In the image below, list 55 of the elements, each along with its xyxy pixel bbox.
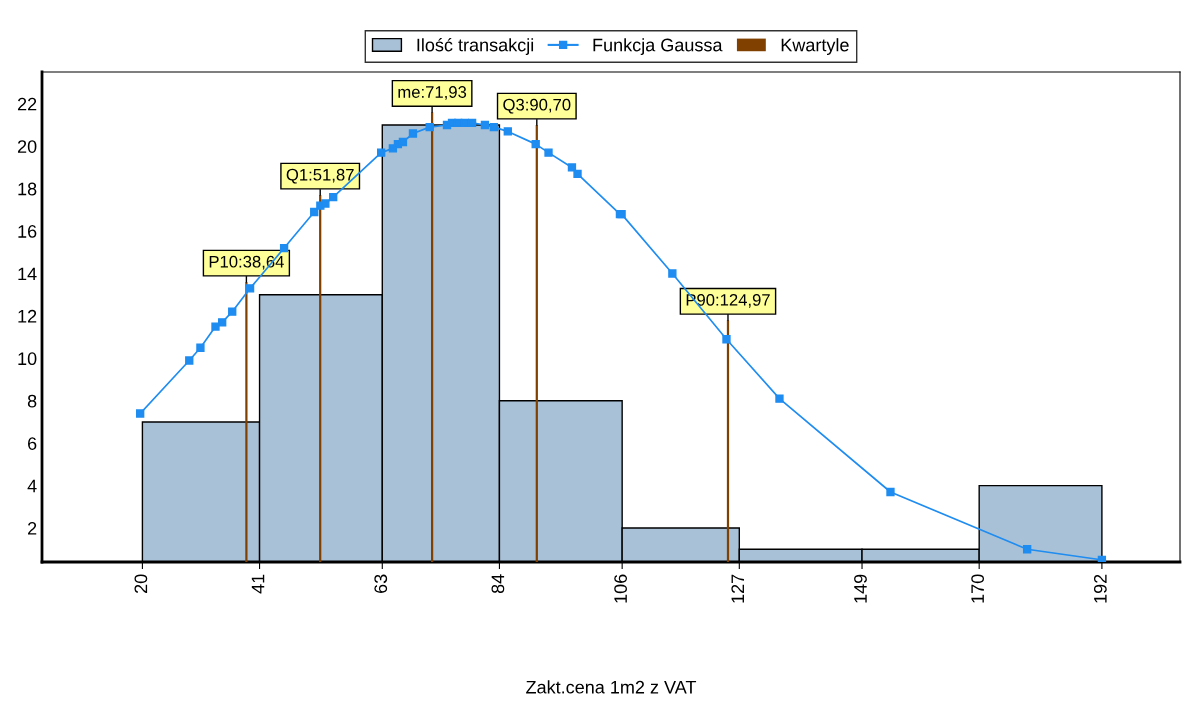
point (185, 356, 194, 365)
point (531, 139, 540, 149)
annotation: Q3:90,70 (503, 98, 571, 114)
y-tick-label: 8 (27, 394, 37, 408)
point (228, 307, 237, 316)
y-tick-label: 6 (28, 437, 37, 450)
point (1022, 545, 1032, 554)
point (279, 243, 289, 253)
point (321, 199, 330, 208)
x-tick-label: 63 (374, 574, 388, 593)
legend-label: Kwartyle (781, 38, 849, 55)
x-tick-label: 170 (971, 574, 985, 603)
y-tick-label: 18 (18, 182, 37, 196)
point (425, 122, 434, 132)
point (218, 318, 227, 327)
y-tick-label: 14 (18, 267, 37, 281)
x-tick-label: 127 (731, 574, 744, 603)
point (408, 129, 418, 138)
point (480, 120, 490, 130)
point (211, 322, 220, 331)
point (668, 269, 677, 278)
y-tick-label: 22 (17, 97, 37, 111)
y-tick-label: 12 (18, 309, 37, 323)
x-axis-title: Zakt.cena 1m2 z VAT (526, 680, 697, 694)
point (377, 148, 386, 157)
y-tick-label: 16 (18, 225, 37, 238)
point (567, 163, 577, 172)
point (196, 343, 205, 352)
point (136, 409, 145, 418)
x-tick-label: 20 (134, 574, 148, 593)
point (886, 487, 895, 497)
y-tick-label: 4 (27, 479, 37, 493)
point (1097, 555, 1107, 562)
point (503, 127, 512, 136)
y-tick-label: 10 (18, 352, 37, 366)
x-tick-label: 149 (854, 574, 867, 603)
y-tick-label: 20 (17, 140, 37, 153)
annotation: me:71,93 (398, 86, 467, 100)
y-tick-label: 2 (28, 522, 37, 535)
point (245, 284, 255, 293)
x-tick-label: 84 (491, 574, 505, 594)
point (544, 148, 553, 157)
point (489, 122, 499, 132)
point (573, 169, 582, 178)
point (329, 192, 338, 202)
x-tick-label: 192 (1093, 574, 1107, 603)
x-tick-label: 106 (614, 574, 627, 603)
point (775, 394, 784, 403)
point (398, 137, 408, 147)
point (722, 335, 731, 344)
legend-label: Ilość transakcji (417, 37, 534, 55)
legend-label: Funkcja Gaussa (593, 38, 723, 55)
annotation: Q1:51,87 (286, 168, 354, 184)
point (467, 118, 477, 128)
x-tick-label: 41 (251, 574, 265, 594)
